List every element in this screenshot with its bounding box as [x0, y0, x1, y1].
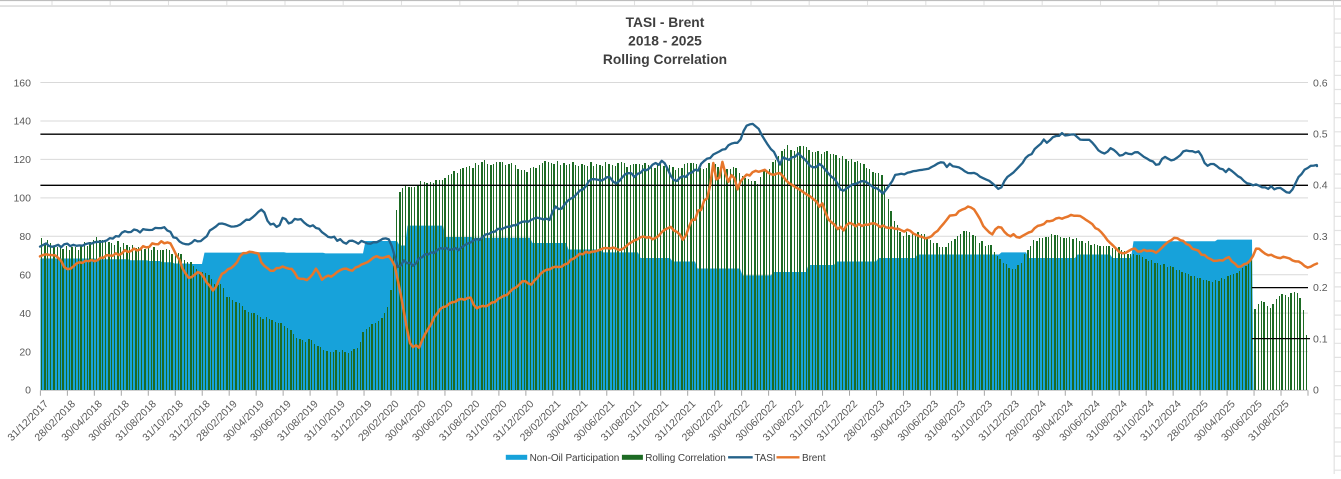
svg-text:0.5: 0.5	[1313, 129, 1328, 141]
svg-text:80: 80	[19, 231, 31, 243]
svg-text:2018 - 2025: 2018 - 2025	[628, 34, 702, 49]
svg-text:Rolling Correlation: Rolling Correlation	[603, 52, 727, 67]
svg-text:40: 40	[19, 308, 31, 320]
svg-text:100: 100	[13, 193, 31, 205]
svg-text:0.2: 0.2	[1313, 282, 1328, 294]
svg-text:0.3: 0.3	[1313, 231, 1328, 243]
svg-text:60: 60	[19, 269, 31, 281]
svg-text:Non-Oil Participation: Non-Oil Participation	[530, 453, 620, 464]
svg-text:0.4: 0.4	[1313, 180, 1328, 192]
svg-text:20: 20	[19, 346, 31, 358]
svg-text:120: 120	[13, 154, 31, 166]
svg-text:0: 0	[25, 385, 31, 397]
svg-text:160: 160	[13, 77, 31, 89]
svg-text:0.6: 0.6	[1313, 77, 1328, 89]
svg-text:0: 0	[1313, 385, 1319, 397]
svg-text:Rolling Correlation: Rolling Correlation	[645, 453, 725, 464]
svg-text:TASI - Brent: TASI - Brent	[626, 15, 705, 30]
svg-text:0.1: 0.1	[1313, 334, 1328, 346]
svg-text:140: 140	[13, 116, 31, 128]
svg-text:TASI: TASI	[754, 453, 775, 464]
svg-text:Brent: Brent	[802, 453, 826, 464]
